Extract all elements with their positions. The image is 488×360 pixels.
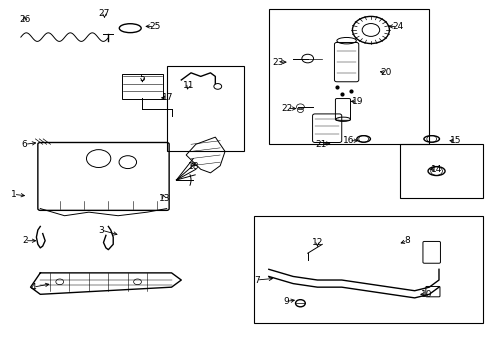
Text: 4: 4 (30, 283, 36, 292)
Text: 9: 9 (283, 297, 288, 306)
Text: 21: 21 (315, 140, 326, 149)
Text: 1: 1 (11, 190, 17, 199)
Text: 23: 23 (271, 58, 283, 67)
Bar (268, 9, 428, 144)
Text: 7: 7 (253, 275, 259, 284)
Text: 17: 17 (162, 93, 173, 102)
Text: 27: 27 (99, 9, 110, 18)
Text: 22: 22 (281, 104, 292, 113)
Text: 16: 16 (343, 136, 354, 145)
Text: 10: 10 (420, 290, 432, 299)
Text: 15: 15 (449, 136, 461, 145)
Text: 20: 20 (380, 68, 391, 77)
Text: 26: 26 (19, 15, 30, 24)
Text: 6: 6 (22, 140, 27, 149)
Text: 3: 3 (98, 225, 104, 234)
Text: 13: 13 (158, 194, 170, 203)
Text: 18: 18 (187, 162, 199, 171)
Text: 2: 2 (22, 236, 27, 245)
Text: 12: 12 (311, 238, 323, 247)
Text: 5: 5 (139, 74, 145, 83)
Text: 8: 8 (404, 236, 409, 245)
Bar (399, 144, 482, 198)
Bar (166, 66, 244, 152)
Text: 14: 14 (430, 165, 441, 174)
Text: 24: 24 (391, 22, 403, 31)
Text: 25: 25 (148, 22, 160, 31)
Text: 19: 19 (351, 97, 362, 106)
Bar (254, 216, 482, 323)
Text: 11: 11 (183, 81, 194, 90)
